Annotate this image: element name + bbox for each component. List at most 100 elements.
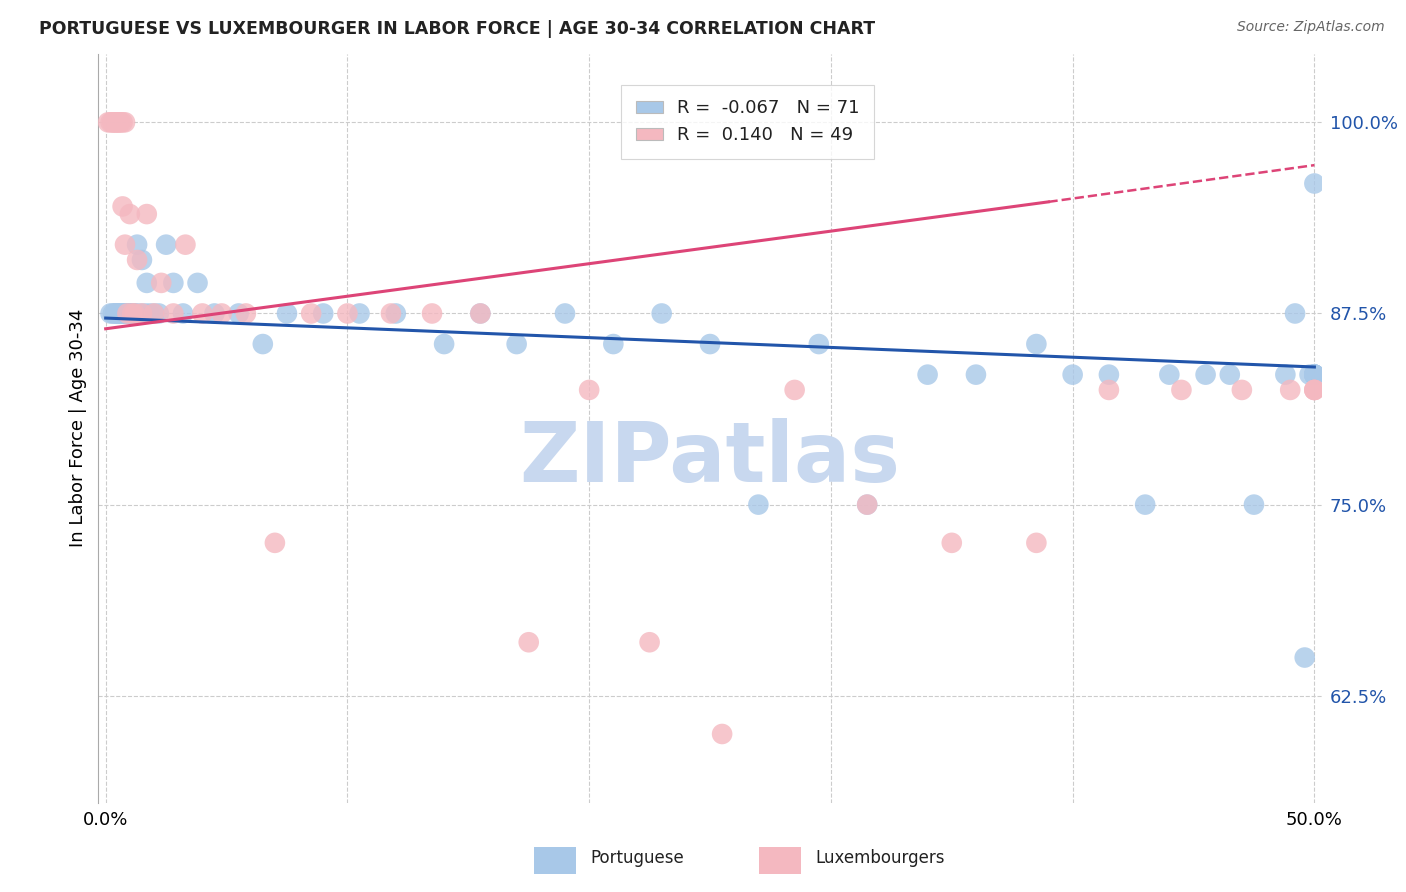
Point: [111, 115, 134, 129]
Point: [1298, 368, 1320, 382]
Point: [1303, 383, 1326, 397]
Point: [118, 207, 141, 221]
Point: [204, 306, 226, 320]
Point: [1284, 306, 1306, 320]
Point: [235, 306, 257, 320]
Point: [228, 306, 250, 320]
Point: [131, 306, 153, 320]
Point: [1303, 383, 1326, 397]
Point: [104, 306, 127, 320]
Point: [470, 306, 492, 320]
Point: [1303, 177, 1326, 191]
Point: [104, 115, 127, 129]
Point: [1303, 368, 1326, 382]
Point: [638, 635, 661, 649]
Point: [118, 306, 141, 320]
Point: [117, 306, 139, 320]
Point: [124, 306, 146, 320]
Point: [264, 536, 287, 550]
Point: [941, 536, 963, 550]
Point: [1098, 383, 1121, 397]
Point: [276, 306, 298, 320]
Y-axis label: In Labor Force | Age 30-34: In Labor Force | Age 30-34: [69, 309, 87, 548]
Point: [856, 498, 879, 512]
Point: [1230, 383, 1253, 397]
Point: [1303, 368, 1326, 382]
Point: [143, 306, 166, 320]
Point: [155, 237, 177, 252]
Point: [554, 306, 576, 320]
Point: [384, 306, 406, 320]
Point: [1274, 368, 1296, 382]
Point: [108, 115, 131, 129]
Point: [783, 383, 806, 397]
Point: [107, 115, 129, 129]
Point: [108, 306, 131, 320]
Point: [100, 115, 122, 129]
Point: [349, 306, 371, 320]
Point: [252, 337, 274, 351]
Point: [100, 306, 122, 320]
Text: Luxembourgers: Luxembourgers: [815, 849, 945, 867]
Point: [1025, 337, 1047, 351]
Point: [807, 337, 830, 351]
Point: [118, 306, 141, 320]
Point: [433, 337, 456, 351]
Point: [470, 306, 492, 320]
Point: [1303, 368, 1326, 382]
Point: [1098, 368, 1121, 382]
Point: [1294, 650, 1316, 665]
Point: [114, 237, 136, 252]
Point: [143, 306, 166, 320]
Point: [380, 306, 402, 320]
Point: [1025, 536, 1047, 550]
Point: [97, 115, 120, 129]
Point: [114, 306, 136, 320]
Point: [174, 237, 197, 252]
Point: [135, 207, 157, 221]
Text: PORTUGUESE VS LUXEMBOURGER IN LABOR FORCE | AGE 30-34 CORRELATION CHART: PORTUGUESE VS LUXEMBOURGER IN LABOR FORC…: [39, 20, 876, 37]
Point: [111, 199, 134, 213]
Point: [856, 498, 879, 512]
Point: [517, 635, 540, 649]
Point: [505, 337, 527, 351]
Point: [162, 306, 184, 320]
Point: [1170, 383, 1192, 397]
Text: ZIPatlas: ZIPatlas: [520, 417, 900, 499]
Point: [111, 306, 134, 320]
Point: [107, 306, 129, 320]
Point: [117, 306, 139, 320]
Point: [578, 383, 600, 397]
Point: [191, 306, 214, 320]
Point: [1303, 383, 1326, 397]
Point: [127, 252, 149, 267]
Point: [114, 115, 136, 129]
Point: [1303, 368, 1326, 382]
Point: [1303, 368, 1326, 382]
Point: [138, 306, 160, 320]
Point: [1219, 368, 1241, 382]
Point: [150, 276, 173, 290]
Point: [1243, 498, 1265, 512]
Point: [336, 306, 359, 320]
Point: [101, 115, 124, 129]
Point: [965, 368, 987, 382]
Point: [162, 276, 184, 290]
Point: [211, 306, 233, 320]
Point: [134, 306, 156, 320]
Point: [108, 306, 131, 320]
Point: [299, 306, 322, 320]
Point: [124, 306, 146, 320]
Point: [121, 306, 143, 320]
Point: [1303, 368, 1326, 382]
Point: [101, 115, 124, 129]
Point: [1279, 383, 1302, 397]
Point: [172, 306, 194, 320]
Point: [124, 306, 146, 320]
Point: [107, 115, 129, 129]
Point: [104, 306, 127, 320]
Point: [651, 306, 673, 320]
Point: [127, 237, 149, 252]
Text: Portuguese: Portuguese: [591, 849, 685, 867]
Point: [917, 368, 939, 382]
